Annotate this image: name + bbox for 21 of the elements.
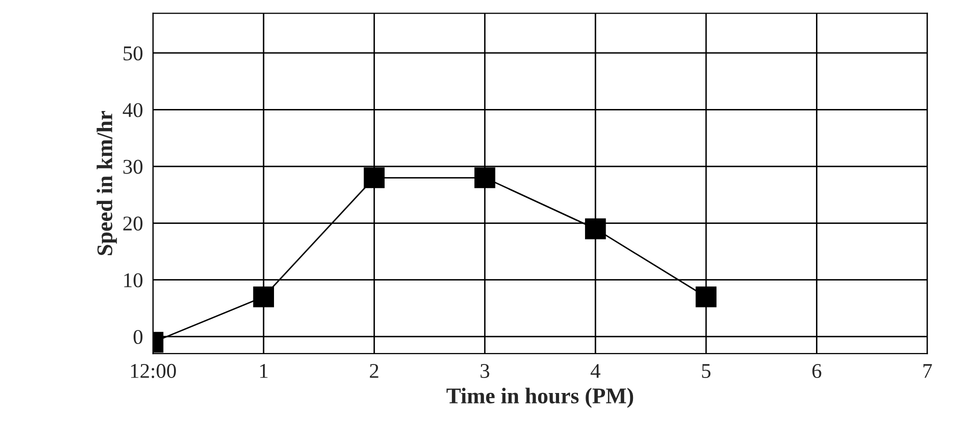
point: [696, 286, 716, 308]
y-tick-label: 10: [124, 273, 142, 288]
y-axis-title: Speed in km/hr: [96, 111, 117, 256]
x-tick-label: 3: [480, 364, 490, 378]
y-tick-label: 30: [123, 160, 142, 174]
x-tick-label: 6: [812, 364, 822, 378]
x-tick-label: 5: [702, 364, 710, 378]
point: [364, 167, 385, 188]
x-tick-label: 7: [923, 364, 932, 378]
x-tick-label: 1: [260, 364, 268, 378]
x-tick-label: 4: [590, 364, 600, 378]
y-tick-label: 50: [124, 46, 142, 60]
point: [253, 286, 274, 308]
y-tick-label: 40: [122, 103, 142, 118]
y-tick-label: 20: [123, 216, 142, 231]
x-axis-title: Time in hours (PM): [446, 388, 634, 408]
x-tick-label: 2: [370, 364, 378, 378]
x-tick-label: 12:00: [131, 364, 176, 378]
point: [585, 218, 606, 240]
y-tick-label: 0: [134, 330, 142, 344]
point: [474, 167, 496, 188]
